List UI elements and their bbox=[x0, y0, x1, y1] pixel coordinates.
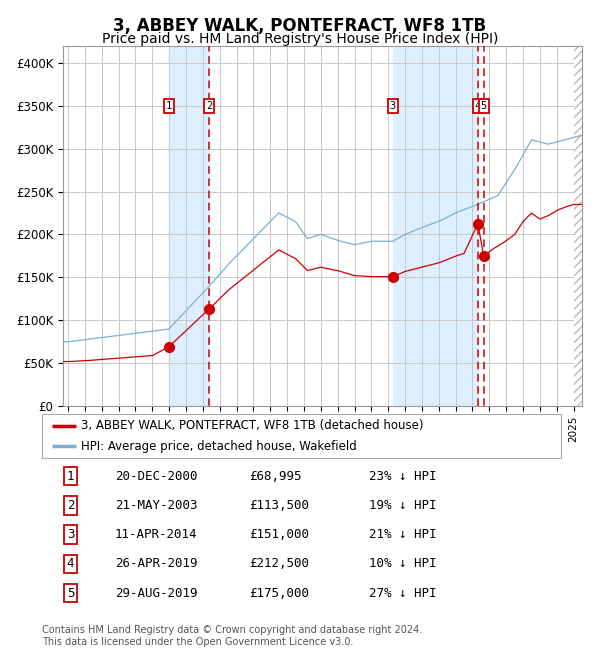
Text: 23% ↓ HPI: 23% ↓ HPI bbox=[369, 469, 436, 482]
Text: 3, ABBEY WALK, PONTEFRACT, WF8 1TB: 3, ABBEY WALK, PONTEFRACT, WF8 1TB bbox=[113, 17, 487, 35]
Text: 3: 3 bbox=[390, 101, 396, 111]
Text: £151,000: £151,000 bbox=[250, 528, 310, 541]
Text: Price paid vs. HM Land Registry's House Price Index (HPI): Price paid vs. HM Land Registry's House … bbox=[102, 32, 498, 46]
Text: 19% ↓ HPI: 19% ↓ HPI bbox=[369, 499, 436, 512]
Text: 26-APR-2019: 26-APR-2019 bbox=[115, 558, 197, 571]
Text: 27% ↓ HPI: 27% ↓ HPI bbox=[369, 586, 436, 599]
Text: 1: 1 bbox=[166, 101, 172, 111]
Text: 2: 2 bbox=[206, 101, 212, 111]
Bar bbox=[169, 46, 209, 406]
Text: 21-MAY-2003: 21-MAY-2003 bbox=[115, 499, 197, 512]
Text: HPI: Average price, detached house, Wakefield: HPI: Average price, detached house, Wake… bbox=[81, 440, 356, 453]
FancyBboxPatch shape bbox=[42, 414, 561, 458]
Text: 4: 4 bbox=[67, 558, 74, 571]
Text: 3: 3 bbox=[67, 528, 74, 541]
Text: 21% ↓ HPI: 21% ↓ HPI bbox=[369, 528, 436, 541]
Text: 5: 5 bbox=[481, 101, 487, 111]
Text: 2: 2 bbox=[67, 499, 74, 512]
Bar bbox=[393, 46, 478, 406]
Text: 10% ↓ HPI: 10% ↓ HPI bbox=[369, 558, 436, 571]
Text: 1: 1 bbox=[67, 469, 74, 482]
Text: 20-DEC-2000: 20-DEC-2000 bbox=[115, 469, 197, 482]
Text: £175,000: £175,000 bbox=[250, 586, 310, 599]
Text: 5: 5 bbox=[67, 586, 74, 599]
Text: 4: 4 bbox=[475, 101, 481, 111]
Text: 3, ABBEY WALK, PONTEFRACT, WF8 1TB (detached house): 3, ABBEY WALK, PONTEFRACT, WF8 1TB (deta… bbox=[81, 419, 424, 432]
Text: Contains HM Land Registry data © Crown copyright and database right 2024.
This d: Contains HM Land Registry data © Crown c… bbox=[42, 625, 422, 647]
Text: £68,995: £68,995 bbox=[250, 469, 302, 482]
Text: £113,500: £113,500 bbox=[250, 499, 310, 512]
Text: £212,500: £212,500 bbox=[250, 558, 310, 571]
Text: 11-APR-2014: 11-APR-2014 bbox=[115, 528, 197, 541]
Text: 29-AUG-2019: 29-AUG-2019 bbox=[115, 586, 197, 599]
